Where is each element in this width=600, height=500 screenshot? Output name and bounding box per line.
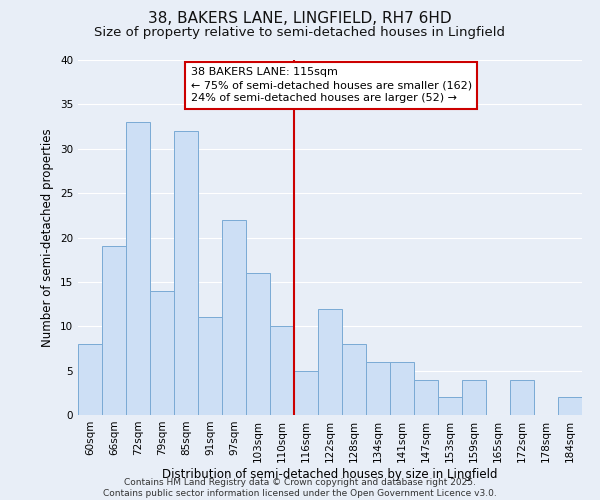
X-axis label: Distribution of semi-detached houses by size in Lingfield: Distribution of semi-detached houses by … <box>162 468 498 480</box>
Bar <box>318 308 342 415</box>
Text: Contains HM Land Registry data © Crown copyright and database right 2025.
Contai: Contains HM Land Registry data © Crown c… <box>103 478 497 498</box>
Bar <box>366 362 390 415</box>
Bar <box>102 246 126 415</box>
Bar <box>222 220 246 415</box>
Bar <box>126 122 150 415</box>
Bar <box>438 397 462 415</box>
Bar <box>342 344 366 415</box>
Text: 38, BAKERS LANE, LINGFIELD, RH7 6HD: 38, BAKERS LANE, LINGFIELD, RH7 6HD <box>148 11 452 26</box>
Y-axis label: Number of semi-detached properties: Number of semi-detached properties <box>41 128 55 347</box>
Bar <box>270 326 294 415</box>
Bar <box>174 131 198 415</box>
Bar <box>414 380 438 415</box>
Text: 38 BAKERS LANE: 115sqm
← 75% of semi-detached houses are smaller (162)
24% of se: 38 BAKERS LANE: 115sqm ← 75% of semi-det… <box>191 67 472 104</box>
Text: Size of property relative to semi-detached houses in Lingfield: Size of property relative to semi-detach… <box>95 26 505 39</box>
Bar <box>558 397 582 415</box>
Bar <box>294 370 318 415</box>
Bar <box>150 291 174 415</box>
Bar <box>78 344 102 415</box>
Bar <box>510 380 534 415</box>
Bar <box>462 380 486 415</box>
Bar <box>246 273 270 415</box>
Bar <box>198 318 222 415</box>
Bar <box>390 362 414 415</box>
